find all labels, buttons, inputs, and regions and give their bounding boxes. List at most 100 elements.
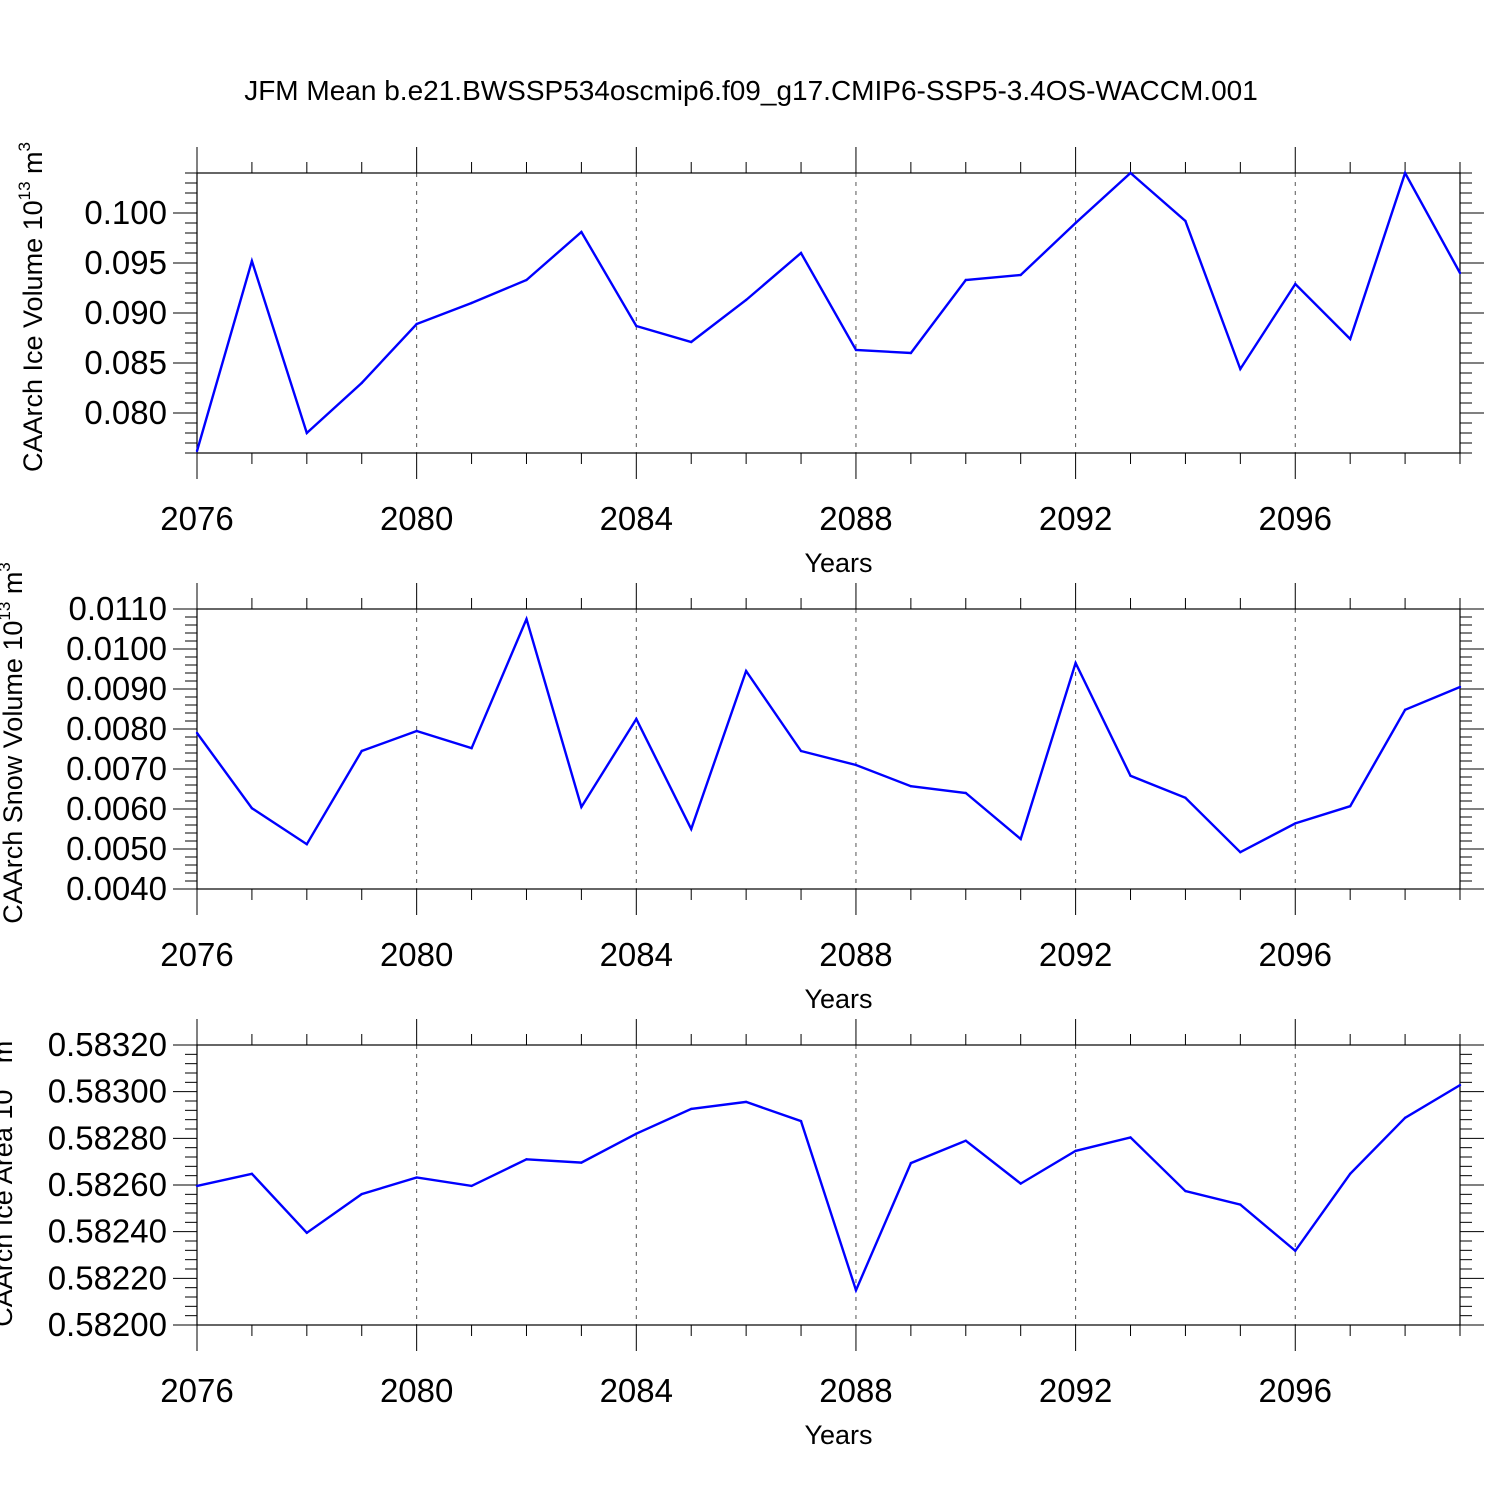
data-point-2098 bbox=[1403, 1116, 1407, 1120]
data-point-2087 bbox=[799, 251, 803, 255]
y-tick-label: 0.095 bbox=[84, 244, 167, 281]
plot-frame bbox=[196, 1044, 1461, 1326]
y-tick-label: 0.085 bbox=[84, 344, 167, 381]
x-tick-label: 2092 bbox=[1039, 1372, 1112, 1409]
x-axis-label: Years bbox=[804, 984, 872, 1014]
y-axis-label-unit-exponent: 2 bbox=[0, 1031, 4, 1040]
x-tick-label: 2088 bbox=[819, 1372, 892, 1409]
data-point-2077 bbox=[250, 259, 254, 263]
panel-1: 2076 2080 2084 2088 2092 2096 0.080 0.085 0.090 0… bbox=[15, 142, 1484, 578]
data-point-2095 bbox=[1239, 851, 1242, 854]
x-axis-label: Years bbox=[804, 548, 872, 578]
data-point-2081 bbox=[470, 301, 473, 305]
data-point-2079 bbox=[360, 749, 363, 753]
data-point-2096 bbox=[1294, 282, 1297, 286]
y-axis-label-unit-exponent: 3 bbox=[15, 142, 34, 151]
data-point-2092 bbox=[1074, 661, 1077, 665]
data-point-2078 bbox=[305, 1231, 309, 1235]
data-point-2078 bbox=[305, 431, 309, 435]
data-point-2099 bbox=[1458, 271, 1462, 275]
data-point-2089 bbox=[909, 785, 913, 788]
data-point-2077 bbox=[250, 807, 254, 810]
data-point-2088 bbox=[854, 1289, 858, 1292]
x-tick-label: 2080 bbox=[380, 936, 453, 973]
y-axis-label-exponent: 13 bbox=[0, 602, 14, 621]
x-tick-label: 2088 bbox=[819, 500, 892, 537]
data-point-2076 bbox=[195, 1184, 199, 1188]
data-point-2083 bbox=[580, 805, 583, 809]
y-tick-label: 0.0070 bbox=[66, 750, 167, 787]
y-axis-label-unit: m bbox=[0, 572, 28, 602]
data-point-2084 bbox=[635, 717, 638, 721]
y-tick-label: 0.0060 bbox=[66, 790, 167, 827]
y-tick-label: 0.080 bbox=[84, 394, 167, 431]
y-tick-label: 0.58320 bbox=[48, 1026, 167, 1063]
y-axis-label-unit: m bbox=[18, 151, 48, 181]
x-tick-label: 2076 bbox=[160, 936, 233, 973]
x-tick-label: 2092 bbox=[1039, 936, 1112, 973]
y-tick-label: 0.0080 bbox=[66, 710, 167, 747]
y-axis-label-unit-exponent: 3 bbox=[0, 562, 14, 571]
y-tick-label: 0.58200 bbox=[48, 1306, 167, 1343]
x-tick-label: 2084 bbox=[600, 500, 673, 537]
data-point-2081 bbox=[470, 1184, 473, 1188]
data-point-2097 bbox=[1348, 805, 1352, 808]
y-axis-label-exponent: 13 bbox=[0, 1071, 4, 1090]
data-point-2095 bbox=[1239, 367, 1242, 371]
panels-group: 2076 2080 2084 2088 2092 2096 0.080 0.085 0.090 0… bbox=[0, 142, 1484, 1450]
y-axis-label-unit: m bbox=[0, 1041, 18, 1071]
data-point-2083 bbox=[580, 230, 583, 234]
data-point-2080 bbox=[415, 729, 418, 733]
data-point-2093 bbox=[1129, 774, 1132, 777]
data-point-2082 bbox=[525, 1158, 528, 1161]
data-point-2091 bbox=[1019, 1182, 1022, 1185]
data-point-2094 bbox=[1184, 1189, 1187, 1193]
data-point-2079 bbox=[360, 381, 363, 385]
data-point-2093 bbox=[1129, 171, 1132, 175]
figure-title: JFM Mean b.e21.BWSSP534oscmip6.f09_g17.C… bbox=[244, 75, 1258, 106]
data-point-2079 bbox=[360, 1192, 363, 1196]
x-tick-label: 2084 bbox=[600, 936, 673, 973]
data-point-2081 bbox=[470, 747, 473, 750]
x-tick-label: 2084 bbox=[600, 1372, 673, 1409]
data-point-2086 bbox=[744, 298, 748, 302]
x-tick-label: 2076 bbox=[160, 1372, 233, 1409]
x-axis-label: Years bbox=[804, 1420, 872, 1450]
data-point-2088 bbox=[854, 348, 858, 352]
x-tick-label: 2096 bbox=[1259, 936, 1332, 973]
data-point-2096 bbox=[1294, 1249, 1297, 1253]
data-point-2085 bbox=[690, 340, 693, 344]
series-line bbox=[196, 1084, 1461, 1294]
y-tick-label: 0.58260 bbox=[48, 1166, 167, 1203]
data-point-2087 bbox=[799, 1119, 803, 1123]
panel-2: 2076 2080 2084 2088 2092 20960.00400.00500.00… bbox=[0, 562, 1484, 1014]
data-point-2089 bbox=[909, 1161, 913, 1165]
data-point-2088 bbox=[854, 763, 858, 767]
data-point-2084 bbox=[635, 324, 638, 328]
y-tick-label: 0.0100 bbox=[66, 630, 167, 667]
data-point-2083 bbox=[580, 1161, 583, 1164]
data-point-2094 bbox=[1184, 796, 1187, 799]
data-point-2078 bbox=[305, 843, 309, 846]
y-tick-label: 0.58240 bbox=[48, 1213, 167, 1250]
data-point-2096 bbox=[1294, 822, 1297, 825]
data-point-2099 bbox=[1458, 1083, 1462, 1087]
data-point-2077 bbox=[250, 1172, 254, 1176]
y-tick-label: 0.0050 bbox=[66, 830, 167, 867]
data-point-2082 bbox=[525, 617, 528, 621]
data-point-2085 bbox=[690, 827, 693, 831]
data-point-2097 bbox=[1348, 337, 1352, 341]
y-axis-label-text: CAArch Ice Area 10 bbox=[0, 1090, 18, 1327]
data-point-2090 bbox=[964, 278, 967, 282]
x-tick-label: 2092 bbox=[1039, 500, 1112, 537]
data-point-2086 bbox=[744, 669, 748, 673]
data-point-2091 bbox=[1019, 273, 1022, 277]
y-tick-label: 0.0040 bbox=[66, 870, 167, 907]
y-axis-label-text: CAArch Snow Volume 10 bbox=[0, 621, 28, 924]
data-point-2076 bbox=[195, 731, 199, 735]
y-axis-label-exponent: 13 bbox=[15, 181, 34, 200]
series-line bbox=[195, 170, 1462, 452]
data-point-2080 bbox=[415, 322, 418, 326]
data-point-2084 bbox=[635, 1132, 638, 1135]
